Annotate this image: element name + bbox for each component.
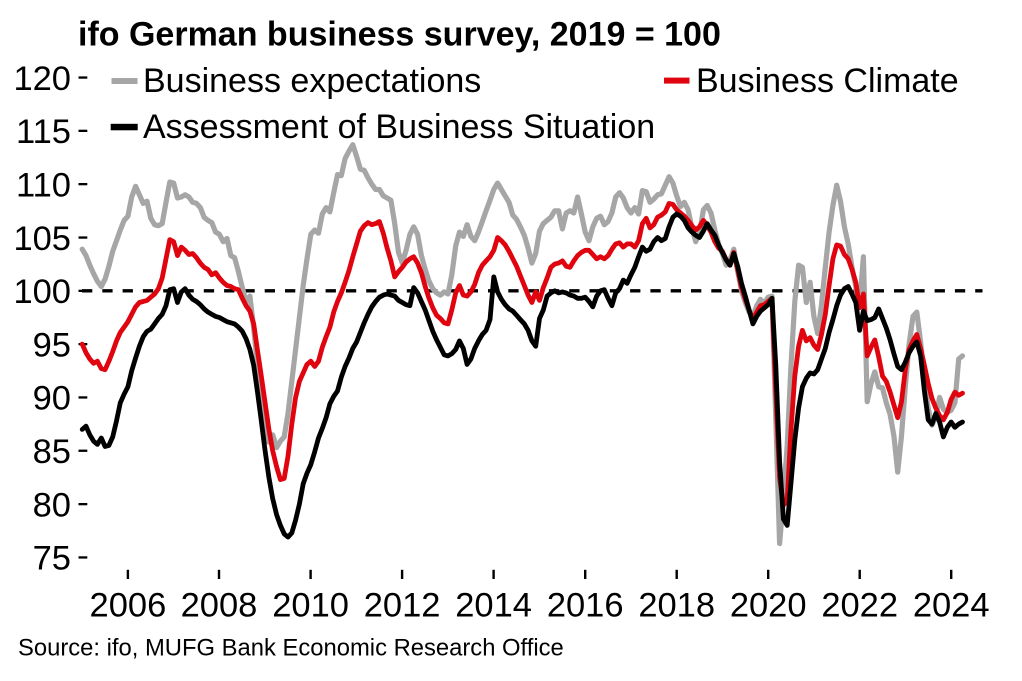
svg-text:105: 105 [13,220,71,258]
svg-text:2006: 2006 [90,587,167,625]
svg-text:85: 85 [33,433,71,471]
svg-text:80: 80 [33,486,71,524]
svg-text:2008: 2008 [181,587,258,625]
svg-text:Assessment of Business Situati: Assessment of Business Situation [143,108,655,146]
svg-text:100: 100 [13,273,71,311]
svg-text:75: 75 [33,540,71,578]
svg-text:2022: 2022 [821,587,898,625]
svg-text:95: 95 [33,326,71,364]
svg-text:Source: ifo, MUFG Bank Economi: Source: ifo, MUFG Bank Economic Research… [18,635,564,662]
svg-text:2018: 2018 [638,587,715,625]
svg-text:2012: 2012 [364,587,441,625]
svg-text:115: 115 [16,113,71,151]
svg-text:2024: 2024 [913,587,990,625]
svg-text:2020: 2020 [730,587,807,625]
svg-text:2016: 2016 [547,587,624,625]
svg-text:Business expectations: Business expectations [143,62,481,100]
svg-text:2014: 2014 [455,587,532,625]
svg-text:2010: 2010 [272,587,349,625]
svg-text:Business Climate: Business Climate [696,62,959,100]
svg-text:ifo German business survey, 20: ifo German business survey, 2019 = 100 [78,16,721,54]
svg-text:110: 110 [16,166,71,204]
svg-text:120: 120 [13,60,71,98]
svg-text:90: 90 [33,380,71,418]
